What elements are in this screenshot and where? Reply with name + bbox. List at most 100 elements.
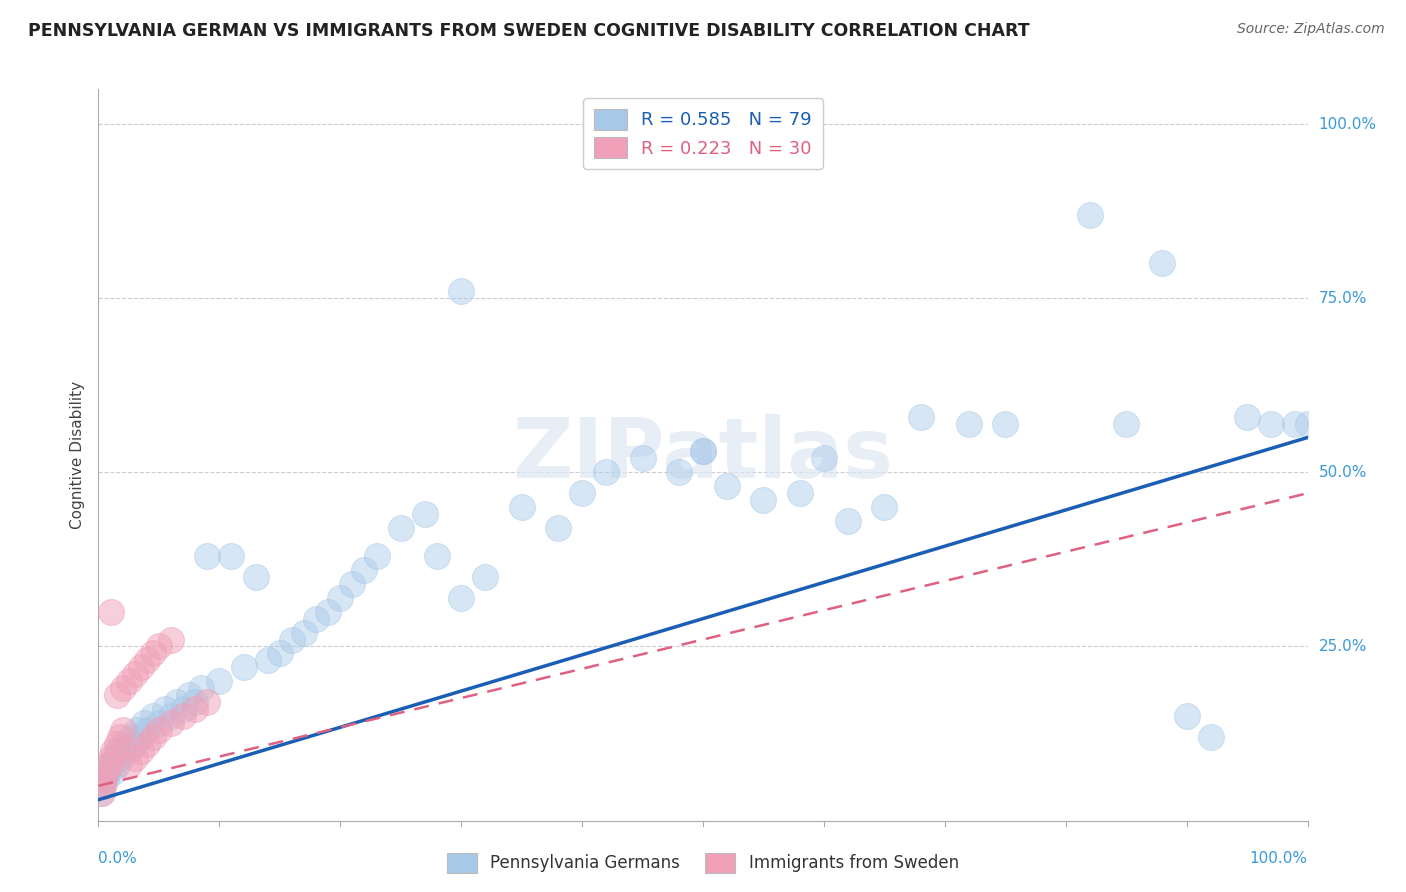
Text: 100.0%: 100.0% xyxy=(1319,117,1376,131)
Point xyxy=(716,479,738,493)
Point xyxy=(91,786,114,800)
Point xyxy=(134,716,156,731)
Point xyxy=(124,751,146,765)
Point xyxy=(316,605,339,619)
Text: 25.0%: 25.0% xyxy=(1319,639,1367,654)
Point xyxy=(353,563,375,577)
Point xyxy=(105,737,128,751)
Point xyxy=(111,681,134,696)
Point xyxy=(450,591,472,605)
Point xyxy=(108,730,131,744)
Point xyxy=(692,444,714,458)
Point xyxy=(118,674,141,689)
Point xyxy=(148,716,170,731)
Point xyxy=(1199,730,1222,744)
Point xyxy=(172,709,194,723)
Point xyxy=(179,688,201,702)
Point xyxy=(148,640,170,654)
Point xyxy=(366,549,388,563)
Point xyxy=(124,737,146,751)
Point xyxy=(281,632,304,647)
Point xyxy=(1296,417,1319,431)
Point xyxy=(90,786,112,800)
Point xyxy=(571,486,593,500)
Point xyxy=(127,723,149,737)
Point xyxy=(450,284,472,298)
Point xyxy=(114,737,136,751)
Point xyxy=(1115,417,1137,431)
Point xyxy=(135,737,157,751)
Point xyxy=(142,730,165,744)
Point xyxy=(129,744,152,758)
Point xyxy=(135,653,157,667)
Point xyxy=(124,667,146,681)
Point xyxy=(111,744,134,758)
Point xyxy=(474,570,496,584)
Point xyxy=(910,409,932,424)
Point xyxy=(97,764,120,779)
Point xyxy=(221,549,243,563)
Point xyxy=(93,772,115,786)
Point xyxy=(160,716,183,731)
Point xyxy=(994,417,1017,431)
Point xyxy=(118,758,141,772)
Point xyxy=(1260,417,1282,431)
Point xyxy=(232,660,254,674)
Point xyxy=(111,723,134,737)
Point xyxy=(184,695,207,709)
Point xyxy=(97,758,120,772)
Point xyxy=(342,576,364,591)
Point xyxy=(305,612,328,626)
Text: 50.0%: 50.0% xyxy=(1319,465,1367,480)
Point xyxy=(329,591,352,605)
Text: PENNSYLVANIA GERMAN VS IMMIGRANTS FROM SWEDEN COGNITIVE DISABILITY CORRELATION C: PENNSYLVANIA GERMAN VS IMMIGRANTS FROM S… xyxy=(28,22,1029,40)
Point xyxy=(103,751,125,765)
Point xyxy=(245,570,267,584)
Point xyxy=(94,772,117,786)
Text: ZIPatlas: ZIPatlas xyxy=(513,415,893,495)
Point xyxy=(101,764,124,779)
Y-axis label: Cognitive Disability: Cognitive Disability xyxy=(69,381,84,529)
Legend: Pennsylvania Germans, Immigrants from Sweden: Pennsylvania Germans, Immigrants from Sw… xyxy=(440,847,966,880)
Point xyxy=(208,674,231,689)
Point xyxy=(195,549,218,563)
Point xyxy=(105,758,128,772)
Point xyxy=(813,451,835,466)
Point xyxy=(107,744,129,758)
Point xyxy=(100,751,122,765)
Point xyxy=(142,709,165,723)
Point xyxy=(129,730,152,744)
Point xyxy=(160,632,183,647)
Point xyxy=(595,466,617,480)
Point xyxy=(94,764,117,779)
Point xyxy=(1175,709,1198,723)
Point xyxy=(837,514,859,528)
Point xyxy=(91,779,114,793)
Point xyxy=(118,744,141,758)
Point xyxy=(1078,208,1101,222)
Point xyxy=(120,730,142,744)
Point xyxy=(292,625,315,640)
Point xyxy=(129,660,152,674)
Point xyxy=(1284,417,1306,431)
Point xyxy=(142,647,165,661)
Point xyxy=(668,466,690,480)
Point xyxy=(1152,256,1174,270)
Point xyxy=(873,500,896,515)
Point xyxy=(101,744,124,758)
Point xyxy=(631,451,654,466)
Point xyxy=(160,709,183,723)
Point xyxy=(1236,409,1258,424)
Point xyxy=(91,779,114,793)
Point xyxy=(100,758,122,772)
Point xyxy=(184,702,207,716)
Point xyxy=(957,417,980,431)
Point xyxy=(93,772,115,786)
Point xyxy=(389,521,412,535)
Point xyxy=(426,549,449,563)
Point xyxy=(195,695,218,709)
Point xyxy=(166,695,188,709)
Point xyxy=(172,702,194,716)
Text: 100.0%: 100.0% xyxy=(1250,851,1308,866)
Point xyxy=(135,723,157,737)
